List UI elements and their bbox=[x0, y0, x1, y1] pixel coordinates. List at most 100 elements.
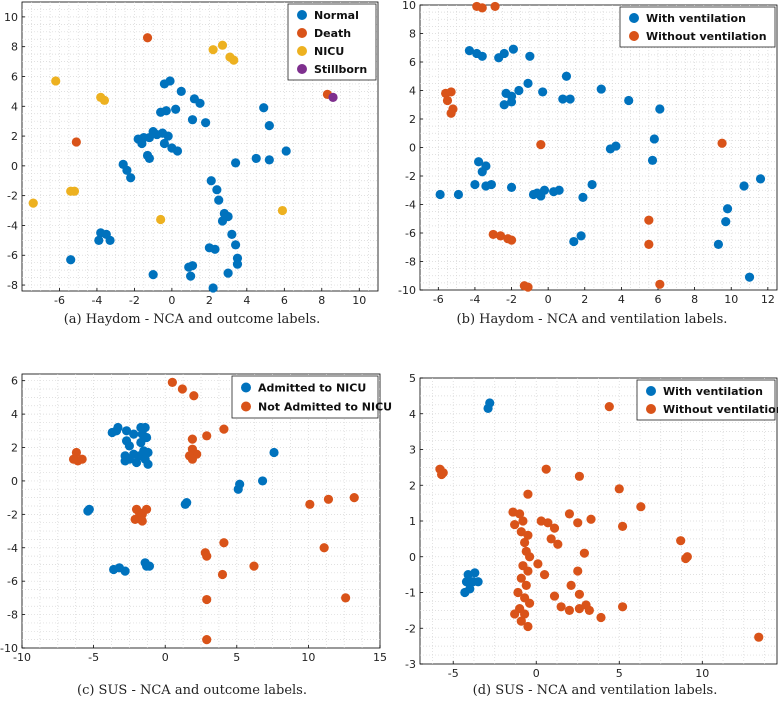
point-normal bbox=[214, 195, 224, 205]
point-normal bbox=[264, 155, 274, 165]
point-with-ventilation bbox=[477, 167, 487, 177]
point-nicu bbox=[277, 205, 288, 216]
point-normal bbox=[186, 271, 196, 281]
point-admitted-to-nicu bbox=[124, 441, 134, 451]
point-without-ventilation bbox=[510, 519, 520, 530]
y-tick-label: 0 bbox=[409, 142, 416, 155]
x-tick-label: -5 bbox=[88, 651, 99, 664]
legend-label: Normal bbox=[314, 9, 359, 22]
point-with-ventilation bbox=[473, 157, 484, 167]
x-tick-label: 6 bbox=[655, 293, 662, 306]
point-normal bbox=[144, 153, 155, 164]
point-with-ventilation bbox=[739, 181, 749, 191]
point-without-ventilation bbox=[442, 95, 453, 106]
point-without-ventilation bbox=[617, 602, 628, 612]
point-without-ventilation bbox=[533, 559, 543, 569]
x-tick-label: 0 bbox=[162, 651, 169, 664]
point-with-ventilation bbox=[587, 179, 597, 190]
legend-label: Without ventilation bbox=[646, 30, 767, 43]
point-without-ventilation bbox=[644, 215, 654, 225]
point-without-ventilation bbox=[520, 537, 530, 548]
point-death bbox=[142, 33, 153, 43]
y-tick-label: 1 bbox=[409, 515, 416, 528]
y-tick-label: 4 bbox=[409, 408, 416, 421]
point-with-ventilation bbox=[464, 46, 475, 56]
point-with-ventilation bbox=[514, 85, 524, 96]
point-without-ventilation bbox=[596, 612, 606, 623]
point-nicu bbox=[51, 76, 61, 86]
point-normal bbox=[281, 146, 291, 156]
y-tick-label: 3 bbox=[409, 444, 416, 457]
point-normal bbox=[251, 153, 261, 164]
y-tick-label: -4 bbox=[7, 219, 18, 232]
point-without-ventilation bbox=[523, 621, 533, 632]
point-admitted-to-nicu bbox=[131, 457, 142, 468]
point-with-ventilation bbox=[558, 94, 568, 104]
point-without-ventilation bbox=[614, 484, 624, 494]
y-tick-label: -6 bbox=[7, 249, 18, 262]
x-tick-label: 10 bbox=[352, 294, 366, 307]
point-not-admitted-to-nicu bbox=[219, 538, 229, 548]
y-tick-label: -2 bbox=[7, 508, 18, 521]
point-with-ventilation bbox=[435, 189, 445, 200]
point-normal bbox=[201, 118, 211, 128]
point-without-ventilation bbox=[472, 1, 482, 12]
legend-label: Stillborn bbox=[314, 63, 367, 76]
y-tick-label: -6 bbox=[7, 575, 18, 588]
point-not-admitted-to-nicu bbox=[187, 434, 198, 444]
point-normal bbox=[159, 138, 169, 149]
point-with-ventilation bbox=[611, 141, 621, 151]
point-without-ventilation bbox=[556, 602, 566, 612]
point-with-ventilation bbox=[536, 191, 546, 201]
legend: Normal Death NICU Stillborn bbox=[287, 3, 377, 81]
y-tick-label: 6 bbox=[409, 56, 416, 69]
y-tick-label: -2 bbox=[405, 170, 416, 183]
point-without-ventilation bbox=[523, 530, 533, 540]
point-without-ventilation bbox=[566, 580, 576, 590]
point-normal bbox=[223, 211, 233, 222]
point-not-admitted-to-nicu bbox=[141, 504, 152, 514]
point-not-admitted-to-nicu bbox=[249, 561, 259, 571]
point-not-admitted-to-nicu bbox=[323, 494, 334, 504]
point-with-ventilation bbox=[755, 174, 766, 184]
x-tick-label: 2 bbox=[581, 293, 588, 306]
legend-marker bbox=[297, 28, 307, 38]
x-tick-label: -2 bbox=[129, 294, 140, 307]
point-without-ventilation bbox=[574, 589, 585, 599]
legend-label: Admitted to NICU bbox=[258, 382, 366, 395]
point-without-ventilation bbox=[604, 402, 614, 412]
y-tick-label: -10 bbox=[398, 284, 416, 297]
legend-box bbox=[636, 379, 776, 421]
point-normal bbox=[176, 86, 186, 96]
point-with-ventilation bbox=[470, 568, 480, 578]
legend-marker bbox=[629, 13, 639, 23]
point-without-ventilation bbox=[523, 489, 533, 499]
point-admitted-to-nicu bbox=[144, 561, 155, 571]
point-without-ventilation bbox=[676, 536, 686, 546]
x-tick-label: 6 bbox=[281, 294, 288, 307]
point-admitted-to-nicu bbox=[121, 426, 132, 436]
point-without-ventilation bbox=[490, 1, 500, 12]
point-with-ventilation bbox=[578, 192, 588, 202]
point-without-ventilation bbox=[516, 573, 526, 583]
point-normal bbox=[165, 76, 175, 86]
point-not-admitted-to-nicu bbox=[137, 516, 147, 526]
point-without-ventilation bbox=[488, 229, 498, 240]
point-without-ventilation bbox=[573, 566, 583, 576]
x-tick-label: -10 bbox=[13, 651, 31, 664]
x-tick-label: 8 bbox=[691, 293, 698, 306]
y-tick-label: -1 bbox=[405, 587, 416, 600]
point-without-ventilation bbox=[546, 534, 556, 544]
point-not-admitted-to-nicu bbox=[305, 499, 315, 509]
legend-label: With ventilation bbox=[646, 12, 746, 25]
point-with-ventilation bbox=[649, 134, 659, 144]
point-with-ventilation bbox=[477, 51, 487, 61]
point-normal bbox=[223, 268, 233, 278]
point-not-admitted-to-nicu bbox=[187, 454, 198, 464]
legend: With ventilation Without ventilation bbox=[619, 6, 776, 48]
point-without-ventilation bbox=[573, 518, 583, 528]
y-tick-label: -8 bbox=[7, 279, 18, 292]
point-normal bbox=[163, 131, 173, 141]
y-tick-label: 2 bbox=[409, 479, 416, 492]
